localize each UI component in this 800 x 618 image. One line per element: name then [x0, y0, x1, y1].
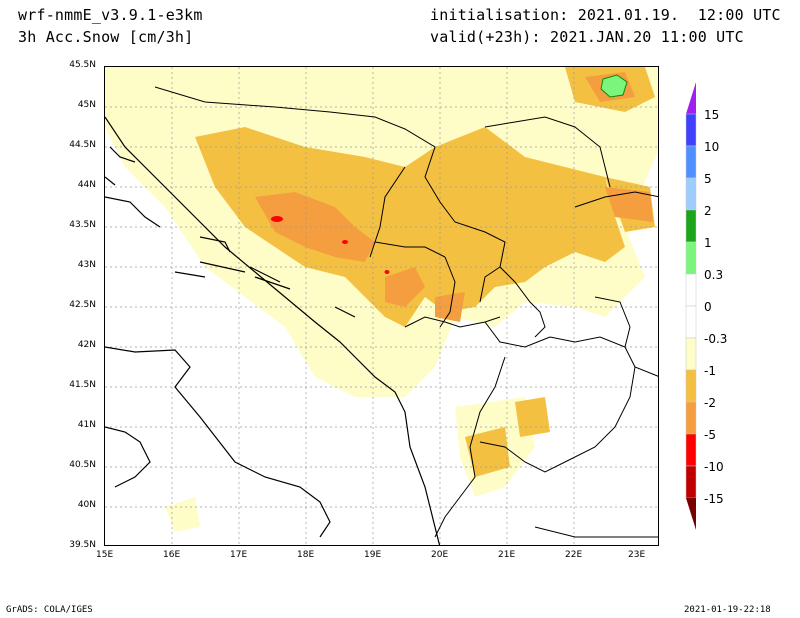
borders [154, 86, 658, 538]
lat-label: 44.5N [69, 140, 96, 150]
colorbar-label: -1 [704, 364, 716, 378]
footer-credit: GrADS: COLA/IGES [6, 605, 93, 615]
lon-label: 15E [96, 550, 114, 560]
colorbar-label: -15 [704, 492, 724, 506]
lat-label: 43.5N [69, 220, 96, 230]
lat-label: 42N [77, 340, 96, 350]
colorbar-band [685, 369, 697, 403]
lat-label: 45.5N [69, 60, 96, 70]
lon-label: 18E [297, 550, 315, 560]
lon-label: 21E [498, 550, 516, 560]
colorbar-band [685, 113, 697, 147]
lat-label: 44N [77, 180, 96, 190]
lon-label: 22E [565, 550, 583, 560]
colorbar-band [685, 465, 697, 499]
colorbar-label: 10 [704, 140, 720, 154]
footer-timestamp: 2021-01-19-22:18 [684, 605, 771, 615]
lat-label: 40.5N [69, 460, 96, 470]
lon-label: 20E [431, 550, 449, 560]
colorbar-band [685, 273, 697, 307]
colorbar-band [685, 433, 697, 467]
colorbar-band [685, 305, 697, 339]
model-title: wrf-nmmE_v3.9.1-e3km [18, 6, 203, 24]
colorbar-top-triangle [686, 82, 696, 114]
snow-field-green [600, 74, 628, 98]
colorbar-legend: 15 10 5 2 1 0.3 0 -0.3 -1 -2 -5 -10 -15 [684, 82, 800, 532]
lat-label: 41.5N [69, 380, 96, 390]
colorbar-label: 15 [704, 108, 720, 122]
coastlines [105, 116, 441, 545]
colorbar-bottom-triangle [686, 498, 696, 530]
colorbar-band [685, 241, 697, 275]
colorbar-band [685, 209, 697, 243]
graticule [105, 67, 658, 545]
lat-label: 41N [77, 420, 96, 430]
map-canvas [105, 67, 658, 545]
lat-label: 43N [77, 260, 96, 270]
variable-title: 3h Acc.Snow [cm/3h] [18, 28, 194, 46]
colorbar-label: -2 [704, 396, 716, 410]
colorbar-band [685, 401, 697, 435]
colorbar-label: 2 [704, 204, 712, 218]
colorbar-band [685, 177, 697, 211]
snow-field-max [271, 216, 390, 274]
colorbar [685, 82, 697, 530]
colorbar-label: -5 [704, 428, 716, 442]
colorbar-label: 0.3 [704, 268, 724, 282]
lon-label: 19E [364, 550, 382, 560]
map-plot [104, 66, 659, 546]
lon-label: 16E [163, 550, 181, 560]
valid-time: valid(+23h): 2021.JAN.20 11:00 UTC [430, 28, 744, 46]
colorbar-band [685, 145, 697, 179]
lat-label: 42.5N [69, 300, 96, 310]
lat-label: 39.5N [69, 540, 96, 550]
colorbar-label: 5 [704, 172, 712, 186]
colorbar-label: -0.3 [704, 332, 728, 346]
colorbar-label: 1 [704, 236, 712, 250]
colorbar-label: -10 [704, 460, 724, 474]
lat-label: 45N [77, 100, 96, 110]
lat-label: 40N [77, 500, 96, 510]
lon-label: 17E [230, 550, 248, 560]
init-time: initialisation: 2021.01.19. 12:00 UTC [430, 6, 781, 24]
colorbar-band [685, 337, 697, 371]
colorbar-label: 0 [704, 300, 712, 314]
lon-label: 23E [628, 550, 646, 560]
